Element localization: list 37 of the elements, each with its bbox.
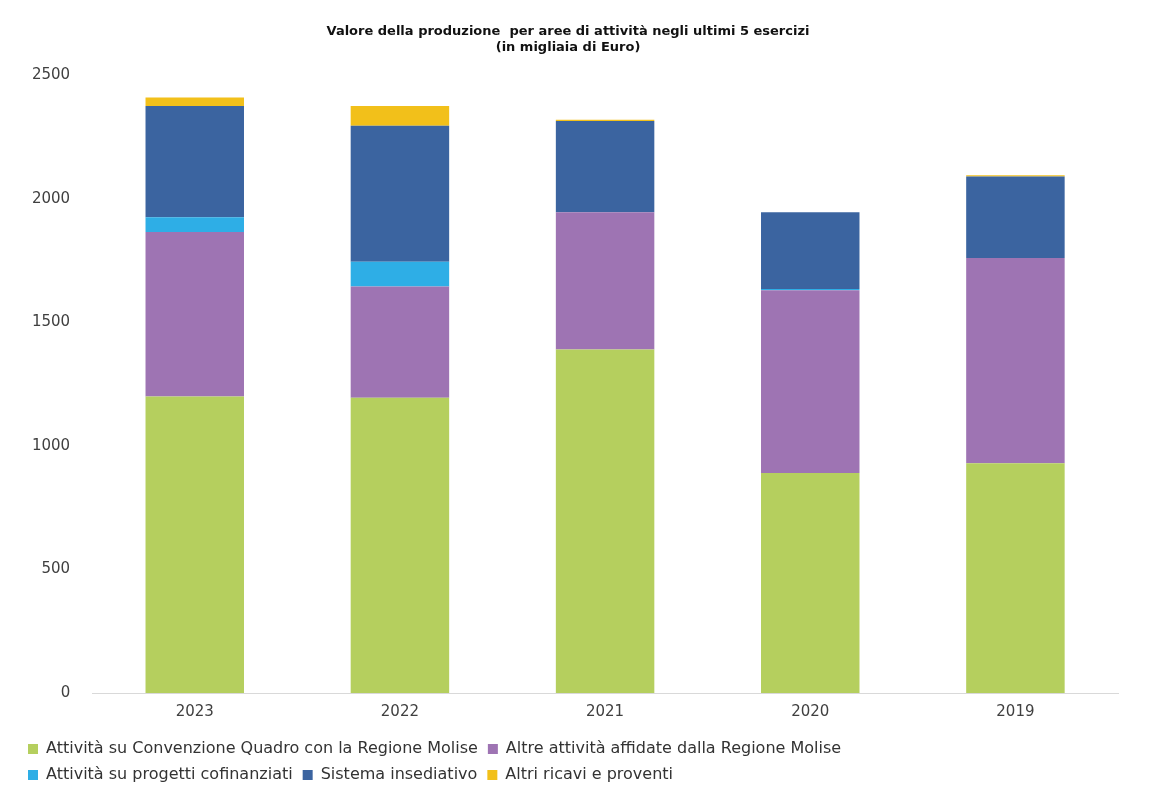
bar [145, 396, 244, 693]
x-tick-label: 2021 [585, 701, 625, 720]
chart-subtitle: (in migliaia di Euro) [495, 38, 641, 54]
legend-label: Altre attività affidate dalla Regione Molise [505, 738, 842, 758]
x-tick-label: 2019 [996, 701, 1035, 720]
bar [761, 473, 860, 693]
bar [761, 212, 860, 289]
bar [555, 120, 655, 213]
y-tick-label: 1500 [31, 312, 71, 331]
bar [761, 290, 860, 474]
bar [145, 106, 244, 218]
y-tick-label: 2500 [31, 65, 71, 84]
legend-label: Sistema insediativo [320, 764, 478, 784]
legend-label: Attività su progetti cofinanziati [46, 764, 293, 784]
y-tick-label: 2000 [31, 188, 71, 207]
bar [350, 286, 450, 398]
y-tick-label: 0 [60, 682, 71, 701]
y-tick-label: 500 [41, 559, 71, 578]
x-tick-label: 2020 [791, 701, 830, 720]
bar [350, 261, 450, 287]
bar [966, 463, 1065, 693]
bar [350, 125, 450, 262]
legend-label: Attività su Convenzione Quadro con la Regione Molise [46, 738, 478, 758]
bar [145, 97, 244, 107]
bar [966, 258, 1065, 464]
x-tick-label: 2022 [380, 701, 420, 720]
bar [966, 176, 1065, 259]
bar [555, 212, 655, 350]
bar [350, 397, 450, 693]
bar [145, 232, 244, 397]
bar [555, 349, 655, 693]
bar [145, 217, 244, 233]
bar [350, 106, 450, 126]
x-tick-label: 2023 [175, 701, 214, 720]
y-tick-label: 1000 [31, 435, 71, 454]
legend-label: Altri ricavi e proventi [505, 764, 674, 784]
chart-title: Valore della produzione per aree di attività negli ultimi 5 esercizi [326, 23, 810, 39]
